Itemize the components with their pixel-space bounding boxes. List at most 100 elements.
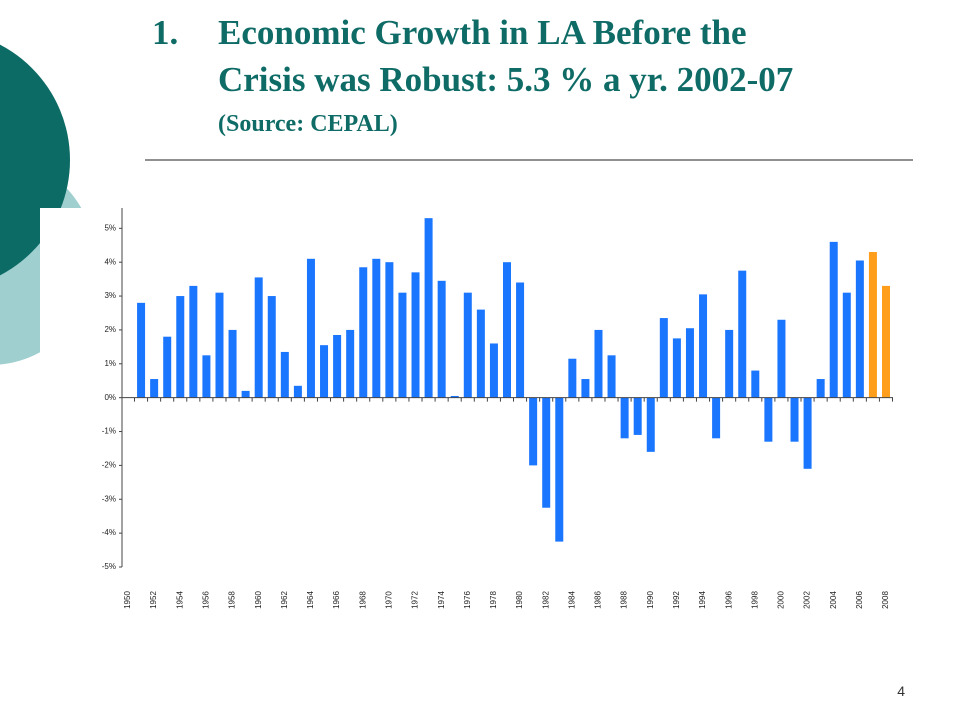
bar	[699, 294, 708, 398]
bar	[463, 292, 472, 398]
bar	[842, 292, 851, 398]
bar	[189, 285, 198, 398]
bar	[241, 390, 250, 398]
bar	[280, 351, 289, 398]
bar	[542, 397, 551, 508]
bar	[137, 302, 146, 398]
title-line: Crisis was Robust: 5.3 % a yr. 2002-07	[218, 60, 793, 99]
bar	[816, 379, 825, 398]
bar	[620, 397, 629, 439]
bar	[333, 335, 342, 398]
bar	[555, 397, 564, 542]
x-tick-label: 1954	[175, 591, 184, 609]
bar	[516, 282, 525, 398]
chart-background	[40, 208, 920, 628]
bar	[150, 379, 159, 398]
bar	[790, 397, 799, 442]
x-tick-label: 2008	[881, 591, 890, 609]
y-tick-label: -5%	[102, 562, 116, 571]
bar	[437, 280, 446, 398]
bar	[803, 397, 812, 469]
x-tick-label: 1958	[228, 591, 237, 609]
x-tick-label: 2004	[829, 591, 838, 609]
bar	[306, 258, 315, 398]
x-tick-label: 2006	[855, 591, 864, 609]
bar	[411, 272, 420, 398]
x-tick-label: 1966	[332, 591, 341, 609]
page-number: 4	[897, 683, 905, 699]
bar	[424, 218, 433, 398]
x-tick-label: 1968	[358, 591, 367, 609]
x-tick-label: 1964	[306, 591, 315, 609]
bar	[607, 355, 616, 398]
y-tick-label: 2%	[104, 325, 116, 334]
bar	[882, 285, 890, 398]
bar	[398, 292, 407, 398]
x-tick-label: 1972	[411, 591, 420, 609]
bar	[228, 329, 237, 398]
x-tick-label: 2000	[777, 591, 786, 609]
x-tick-label: 1988	[620, 591, 629, 609]
x-tick-label: 1980	[515, 591, 524, 609]
bar	[489, 343, 498, 398]
bar	[372, 258, 381, 398]
bar	[254, 277, 263, 398]
x-tick-label: 1974	[437, 591, 446, 609]
y-tick-label: 4%	[104, 257, 116, 266]
x-tick-label: 1962	[280, 591, 289, 609]
x-tick-label: 2002	[803, 591, 812, 609]
bar	[293, 385, 302, 398]
y-tick-label: -2%	[102, 461, 116, 470]
chart: -5% -4% -3% -2% -1% 0% 1% 2% 3% 4% 5% 1950 1952 1954 1…	[102, 208, 893, 609]
bar	[659, 318, 668, 398]
bar	[738, 270, 747, 398]
y-tick-label: 1%	[104, 359, 116, 368]
bar	[594, 329, 603, 398]
bar	[568, 358, 577, 398]
bar	[267, 296, 276, 398]
bar	[868, 252, 877, 398]
x-tick-label: 1976	[463, 591, 472, 609]
bar	[359, 267, 368, 398]
x-tick-label: 1992	[672, 591, 681, 609]
x-tick-label: 1952	[149, 591, 158, 609]
x-tick-label: 1998	[750, 591, 759, 609]
bar	[176, 296, 185, 398]
bar	[829, 241, 838, 398]
title-line: Economic Growth in LA Before the	[218, 13, 747, 52]
bar	[725, 329, 734, 398]
x-tick-label: 1986	[594, 591, 603, 609]
y-tick-label: 5%	[104, 223, 116, 232]
bar	[385, 262, 394, 398]
bar	[581, 379, 590, 398]
x-tick-label: 1950	[123, 591, 132, 609]
source: (Source: CEPAL)	[218, 111, 398, 137]
bar	[751, 370, 760, 398]
x-tick-label: 1982	[541, 591, 550, 609]
bar	[529, 397, 538, 466]
x-tick-label: 1978	[489, 591, 498, 609]
y-tick-label: -1%	[102, 427, 116, 436]
x-tick-label: 1970	[384, 591, 393, 609]
bar	[764, 397, 773, 442]
bar	[777, 319, 786, 398]
bar	[685, 328, 694, 398]
bar	[450, 395, 459, 398]
bar	[163, 336, 172, 398]
bar	[202, 355, 211, 398]
bar	[215, 292, 224, 398]
bar	[672, 338, 681, 398]
y-tick-label: 3%	[104, 291, 116, 300]
x-tick-label: 1994	[698, 591, 707, 609]
bar	[476, 309, 485, 398]
y-tick-label: 0%	[104, 393, 116, 402]
bar	[633, 397, 642, 435]
bar	[855, 260, 864, 398]
x-tick-label: 1996	[724, 591, 733, 609]
bar	[503, 262, 511, 398]
x-tick-label: 1984	[567, 591, 576, 609]
x-tick-label: 1960	[254, 591, 263, 609]
x-tick-label: 1990	[646, 591, 655, 609]
bar	[646, 397, 655, 452]
